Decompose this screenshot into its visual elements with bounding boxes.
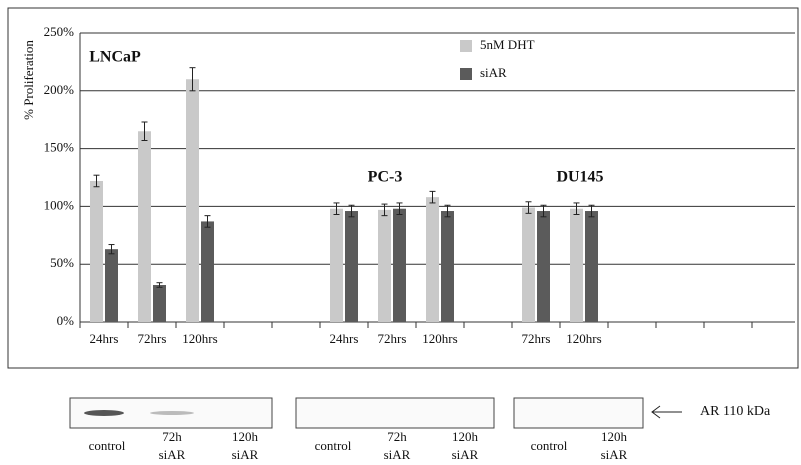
- lane-label: siAR: [601, 447, 628, 462]
- bar: [537, 211, 550, 322]
- lane-label: siAR: [384, 447, 411, 462]
- blot-band: [150, 411, 194, 415]
- lane-label: control: [531, 438, 568, 453]
- lane-label: 120h: [601, 429, 628, 444]
- y-tick-label: 150%: [44, 140, 75, 155]
- y-tick-label: 200%: [44, 82, 75, 97]
- bar: [345, 211, 358, 322]
- legend-swatch: [460, 68, 472, 80]
- lane-label: 120h: [452, 429, 479, 444]
- x-tick-label: 72hrs: [378, 331, 407, 346]
- group-label: LNCaP: [89, 49, 141, 66]
- bar: [441, 211, 454, 322]
- lane-label: 72h: [387, 429, 407, 444]
- bar: [153, 285, 166, 322]
- y-tick-label: 0%: [57, 313, 75, 328]
- bar: [201, 221, 214, 322]
- lane-label: control: [315, 438, 352, 453]
- legend-label: 5nM DHT: [480, 37, 535, 52]
- bar: [186, 79, 199, 322]
- lane-label: siAR: [232, 447, 259, 462]
- y-tick-label: 250%: [44, 24, 75, 39]
- x-tick-label: 72hrs: [522, 331, 551, 346]
- bar: [393, 209, 406, 322]
- y-axis-label: % Proliferation: [21, 40, 36, 120]
- bar: [570, 209, 583, 322]
- bar: [330, 209, 343, 322]
- lane-label: 120h: [232, 429, 259, 444]
- figure: % Proliferation AR 110 kDa 0% 50% 100% 150%…: [0, 0, 801, 465]
- lane-label: 72h: [162, 429, 182, 444]
- legend-swatch: [460, 40, 472, 52]
- legend-label: siAR: [480, 65, 507, 80]
- y-tick-label: 100%: [44, 197, 75, 212]
- x-tick-label: 120hrs: [566, 331, 601, 346]
- bar: [378, 210, 391, 322]
- x-tick-label: 72hrs: [138, 331, 167, 346]
- group-label: DU145: [556, 169, 603, 186]
- x-tick-label: 24hrs: [90, 331, 119, 346]
- blot-panel: [514, 398, 643, 428]
- bar: [105, 249, 118, 322]
- blot-band: [84, 410, 124, 416]
- bar: [138, 131, 151, 322]
- bar: [585, 211, 598, 322]
- y-tick-label: 50%: [50, 255, 74, 270]
- bar: [426, 197, 439, 322]
- x-tick-label: 120hrs: [422, 331, 457, 346]
- lane-label: control: [89, 438, 126, 453]
- lane-label: siAR: [452, 447, 479, 462]
- x-tick-label: 24hrs: [330, 331, 359, 346]
- group-label: PC-3: [368, 169, 403, 186]
- bar: [90, 181, 103, 322]
- bar: [522, 208, 535, 322]
- x-tick-label: 120hrs: [182, 331, 217, 346]
- blot-panel: [296, 398, 494, 428]
- lane-label: siAR: [159, 447, 186, 462]
- marker-label: AR 110 kDa: [700, 404, 771, 419]
